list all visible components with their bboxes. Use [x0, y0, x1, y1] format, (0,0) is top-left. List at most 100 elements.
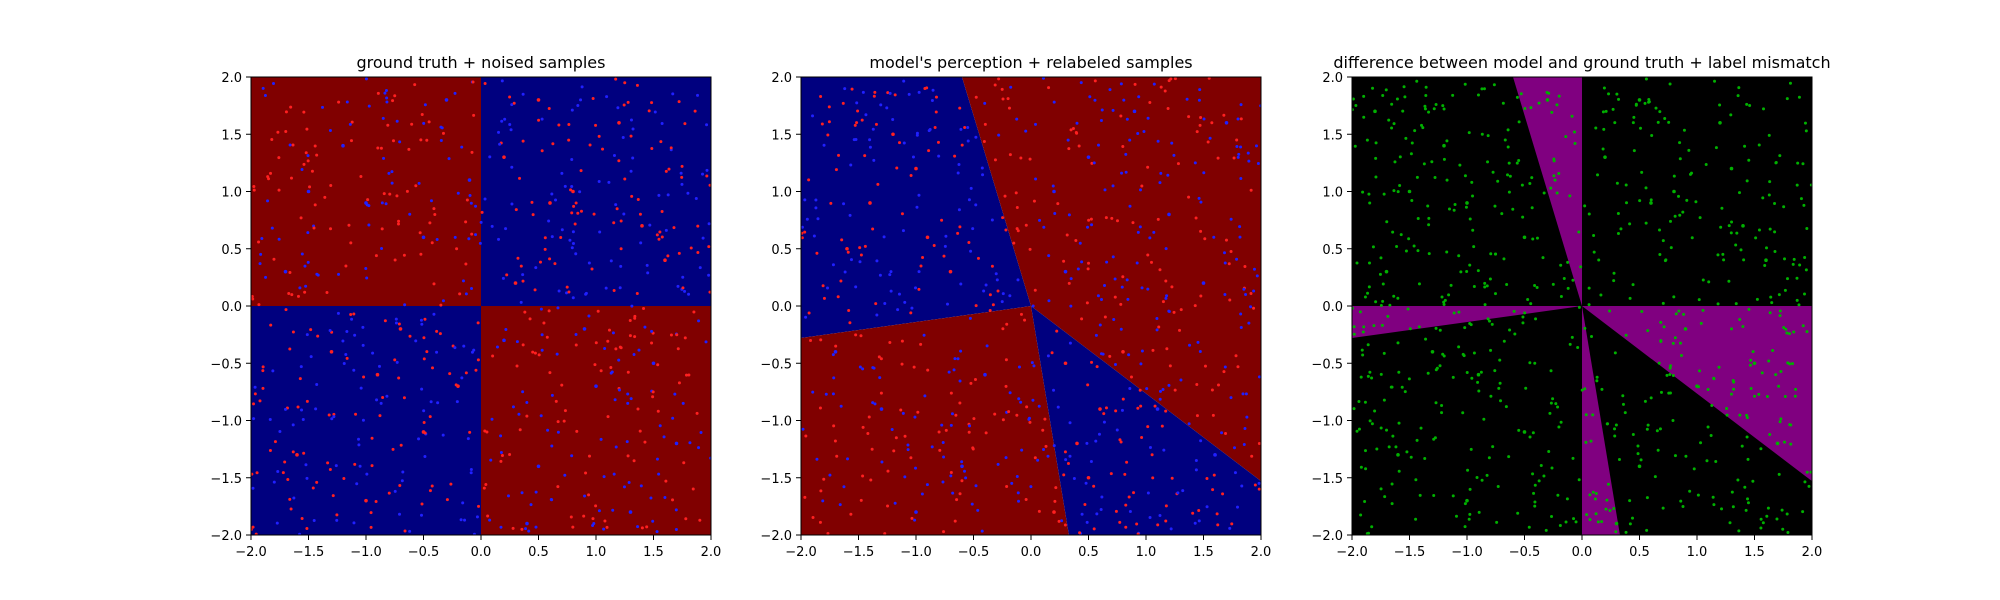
data-point	[302, 451, 306, 455]
data-point	[456, 191, 460, 195]
data-point	[974, 304, 978, 308]
data-point	[1714, 459, 1718, 463]
data-point	[1368, 370, 1372, 374]
data-point	[917, 287, 921, 291]
data-point	[1617, 97, 1621, 101]
data-point	[835, 454, 839, 458]
data-point	[942, 455, 946, 459]
data-point	[1381, 299, 1385, 303]
data-point	[454, 383, 458, 387]
data-point	[1365, 138, 1369, 142]
data-point	[1571, 456, 1575, 460]
data-point	[1210, 121, 1214, 125]
data-point	[1611, 107, 1615, 111]
data-point	[425, 138, 429, 142]
data-point	[1239, 312, 1243, 316]
data-point	[683, 289, 687, 293]
data-point	[476, 321, 480, 325]
data-point	[1476, 380, 1480, 384]
data-point	[264, 275, 268, 279]
data-point	[1466, 468, 1470, 472]
data-point	[1354, 103, 1358, 107]
data-point	[1710, 404, 1714, 408]
data-point	[1636, 444, 1640, 448]
data-point	[1166, 173, 1170, 177]
data-point	[1584, 413, 1588, 417]
data-point	[1080, 260, 1084, 264]
data-point	[520, 527, 524, 531]
data-point	[699, 430, 703, 434]
data-point	[554, 198, 558, 202]
chart-panel-2: −2.0 −1.5 −1.0 −0.5 0.0 0.5 1.0 1.5 2.02.01.51.0…	[760, 53, 1271, 560]
data-point	[893, 93, 897, 97]
data-point	[882, 235, 886, 239]
data-point	[1583, 204, 1587, 208]
data-point	[571, 242, 575, 246]
data-point	[350, 120, 354, 124]
data-point	[357, 443, 361, 447]
data-point	[681, 275, 685, 279]
data-point	[583, 494, 587, 498]
data-point	[875, 259, 879, 263]
data-point	[579, 98, 583, 102]
data-point	[591, 97, 595, 101]
data-point	[1371, 245, 1375, 249]
data-point	[1102, 420, 1106, 424]
data-point	[697, 319, 701, 323]
data-point	[1221, 492, 1225, 496]
data-point	[258, 262, 262, 266]
data-point	[545, 335, 549, 339]
data-point	[1585, 513, 1589, 517]
y-tick-label: −1.0	[210, 415, 242, 430]
data-point	[871, 401, 875, 405]
data-point	[980, 529, 984, 533]
data-point	[1396, 296, 1400, 300]
data-point	[353, 462, 357, 466]
data-point	[1645, 427, 1649, 431]
data-point	[1009, 85, 1013, 89]
data-point	[1566, 260, 1570, 264]
data-point	[1136, 532, 1140, 535]
data-point	[1682, 128, 1686, 132]
chart-panel-1: −2.0 −1.5 −1.0 −0.5 0.0 0.5 1.0 1.5 2.02.01.51.0…	[210, 53, 721, 560]
data-point	[1729, 166, 1734, 171]
data-point	[1359, 375, 1363, 379]
data-point	[1158, 268, 1162, 272]
data-point	[829, 201, 833, 205]
data-point	[827, 120, 831, 124]
data-point	[380, 246, 384, 250]
data-point	[303, 264, 307, 268]
data-point	[1008, 153, 1012, 157]
data-point	[417, 181, 421, 185]
data-point	[1093, 79, 1097, 83]
data-point	[1594, 512, 1598, 516]
data-point	[1224, 121, 1229, 125]
data-point	[1805, 330, 1809, 334]
data-point	[1767, 193, 1771, 197]
data-point	[1612, 271, 1616, 275]
data-point	[971, 227, 975, 231]
data-point	[859, 498, 863, 502]
data-point	[1028, 247, 1032, 251]
data-point	[617, 121, 621, 125]
data-point	[1151, 476, 1155, 480]
data-point	[315, 383, 319, 387]
data-point	[1080, 317, 1084, 321]
data-point	[1366, 374, 1370, 378]
data-point	[953, 357, 957, 361]
data-point	[1228, 298, 1232, 302]
data-point	[919, 264, 923, 268]
data-point	[384, 88, 388, 92]
data-point	[587, 493, 591, 497]
data-point	[1379, 372, 1383, 376]
data-point	[570, 454, 574, 458]
data-point	[1194, 458, 1198, 462]
data-point	[879, 407, 884, 411]
data-point	[453, 235, 457, 239]
data-point	[401, 470, 405, 474]
data-point	[917, 193, 921, 197]
data-point	[1135, 261, 1139, 265]
data-point	[1664, 258, 1668, 262]
data-point	[1613, 434, 1617, 438]
data-point	[1604, 109, 1608, 113]
